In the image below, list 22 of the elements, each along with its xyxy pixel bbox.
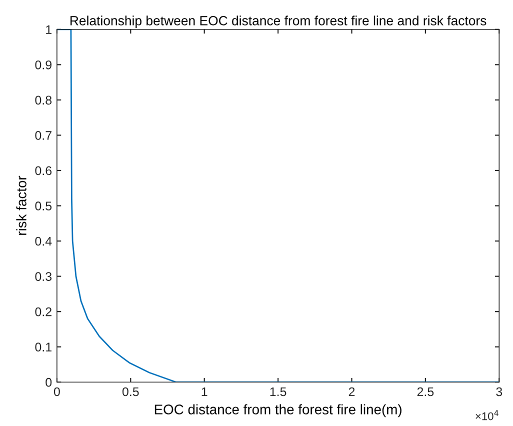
y-tick-label: 0.4 (35, 236, 52, 246)
x-tick-label: 2 (348, 387, 355, 396)
x-axis-title: EOC distance from the forest fire line(m) (154, 404, 402, 418)
y-tick-label: 0 (46, 378, 52, 387)
x-tick-label: 0 (54, 387, 60, 396)
x-tick-label: 1 (202, 387, 208, 396)
y-tick-label: 1 (46, 25, 52, 34)
text: ×10$^{4}$ (476, 410, 498, 420)
x-tick-label: 0.5 (122, 387, 139, 396)
y-tick-label: 0.1 (35, 342, 52, 352)
y-tick-label: 0.5 (35, 202, 52, 210)
x-tick-label: 1.5 (270, 387, 286, 396)
y-tick-label: 0.8 (35, 96, 52, 105)
y-tick-label: 0.2 (35, 307, 52, 316)
y-tick-label: 0.3 (35, 272, 52, 281)
y-axis-title: risk factor (16, 176, 26, 235)
x-tick-label: 2.5 (417, 387, 434, 396)
chart-title: Relationship between EOC distance from forest fire line and risk factors (70, 16, 486, 28)
y-tick-label: 0.7 (35, 131, 52, 140)
y-tick-label: 0.9 (35, 60, 52, 70)
x-tick-label: 3 (496, 387, 502, 396)
y-tick-label: 0.6 (35, 166, 52, 176)
